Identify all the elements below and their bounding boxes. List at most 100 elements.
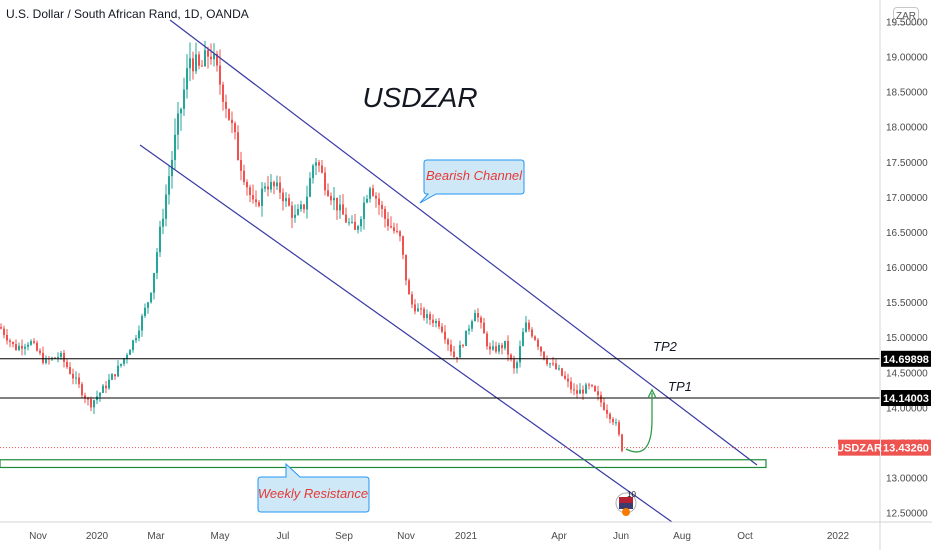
- candle-body: [363, 202, 365, 219]
- candle-body: [264, 186, 266, 189]
- candle-body: [42, 352, 44, 363]
- candle-body: [93, 400, 95, 408]
- current-price-tag-bg: [881, 439, 931, 456]
- candle-body: [90, 399, 92, 408]
- candle-body: [348, 222, 350, 224]
- price-axis: 12.5000013.0000013.5000014.0000014.50000…: [879, 0, 928, 550]
- candle-body: [462, 345, 464, 347]
- candle-body: [333, 197, 335, 201]
- candle-body: [369, 188, 371, 199]
- candle-body: [141, 316, 143, 331]
- candle-body: [384, 208, 386, 219]
- candle-body: [111, 374, 113, 380]
- candle-body: [594, 386, 596, 392]
- candle-body: [546, 359, 548, 364]
- candle-body: [357, 226, 359, 230]
- candle-body: [381, 204, 383, 209]
- candle-body: [600, 395, 602, 403]
- candle-body: [405, 254, 407, 281]
- candle-body: [579, 389, 581, 394]
- candle-body: [129, 350, 131, 355]
- tp1-price-tag-text: 14.14003: [883, 393, 929, 405]
- x-tick-label: 2021: [455, 531, 478, 542]
- candle-body: [429, 314, 431, 320]
- symbol-label: USDZAR: [362, 82, 477, 113]
- candle-body: [183, 89, 185, 109]
- candle-body: [294, 214, 296, 218]
- candle-body: [408, 280, 410, 295]
- x-tick-label: 2022: [827, 531, 850, 542]
- candle-body: [330, 195, 332, 201]
- candle-body: [519, 346, 521, 363]
- x-tick-label: Oct: [737, 531, 753, 542]
- candle-body: [372, 188, 374, 196]
- candle-body: [246, 181, 248, 188]
- candle-body: [489, 346, 491, 350]
- tp2-label: TP2: [653, 339, 678, 354]
- x-tick-label: Jun: [613, 531, 629, 542]
- candle-body: [444, 331, 446, 340]
- candle-body: [447, 339, 449, 345]
- candle-body: [582, 389, 584, 394]
- tp2-price-tag-text: 14.69898: [883, 354, 929, 366]
- candle-body: [378, 198, 380, 205]
- currency-button[interactable]: ZAR: [893, 7, 919, 25]
- candle-body: [159, 226, 161, 253]
- candle-body: [249, 187, 251, 196]
- candle-body: [195, 54, 197, 72]
- candle-body: [570, 381, 572, 390]
- candle-body: [243, 170, 245, 182]
- x-tick-label: Nov: [397, 531, 415, 542]
- candle-body: [606, 409, 608, 414]
- candle-body: [531, 329, 533, 337]
- candle-body: [561, 368, 563, 376]
- candle-body: [36, 342, 38, 351]
- channel-lower-line: [139, 144, 673, 523]
- candle-body: [609, 413, 611, 420]
- candle-body: [603, 402, 605, 410]
- y-tick-label: 13.00000: [886, 474, 928, 485]
- candle-body: [477, 313, 479, 318]
- support-zone-box: [0, 459, 767, 469]
- candle-body: [261, 188, 263, 206]
- y-tick-label: 16.50000: [886, 228, 928, 239]
- candle-body: [432, 319, 434, 324]
- candle-body: [87, 398, 89, 400]
- candle-body: [327, 190, 329, 196]
- x-tick-label: Aug: [673, 531, 691, 542]
- candle-body: [483, 322, 485, 334]
- candle-body: [30, 341, 32, 345]
- candle-body: [465, 330, 467, 346]
- candle-body: [45, 358, 47, 363]
- candle-body: [153, 273, 155, 293]
- candle-body: [123, 358, 125, 364]
- candle-body: [180, 108, 182, 114]
- candle-body: [117, 365, 119, 377]
- candle-body: [99, 392, 101, 397]
- tp-arrow-path: [625, 393, 653, 453]
- candle-body: [177, 113, 179, 135]
- candle-body: [555, 363, 557, 369]
- candle-body: [201, 65, 203, 67]
- candle-body: [234, 123, 236, 133]
- candle-body: [228, 108, 230, 120]
- candle-body: [504, 340, 506, 349]
- candle-body: [24, 346, 26, 349]
- candle-body: [564, 375, 566, 379]
- candle-body: [168, 176, 170, 195]
- candle-body: [102, 385, 104, 393]
- x-tick-label: May: [211, 531, 230, 542]
- candle-body: [144, 307, 146, 317]
- candle-body: [567, 378, 569, 382]
- candle-body: [75, 377, 77, 379]
- candle-body: [417, 308, 419, 312]
- candle-body: [204, 50, 206, 67]
- candle-body: [516, 362, 518, 369]
- candle-body: [507, 340, 509, 355]
- candle-body: [390, 226, 392, 228]
- candle-body: [438, 321, 440, 327]
- candle-body: [288, 198, 290, 206]
- candle-body: [105, 385, 107, 389]
- candle-body: [0, 327, 2, 329]
